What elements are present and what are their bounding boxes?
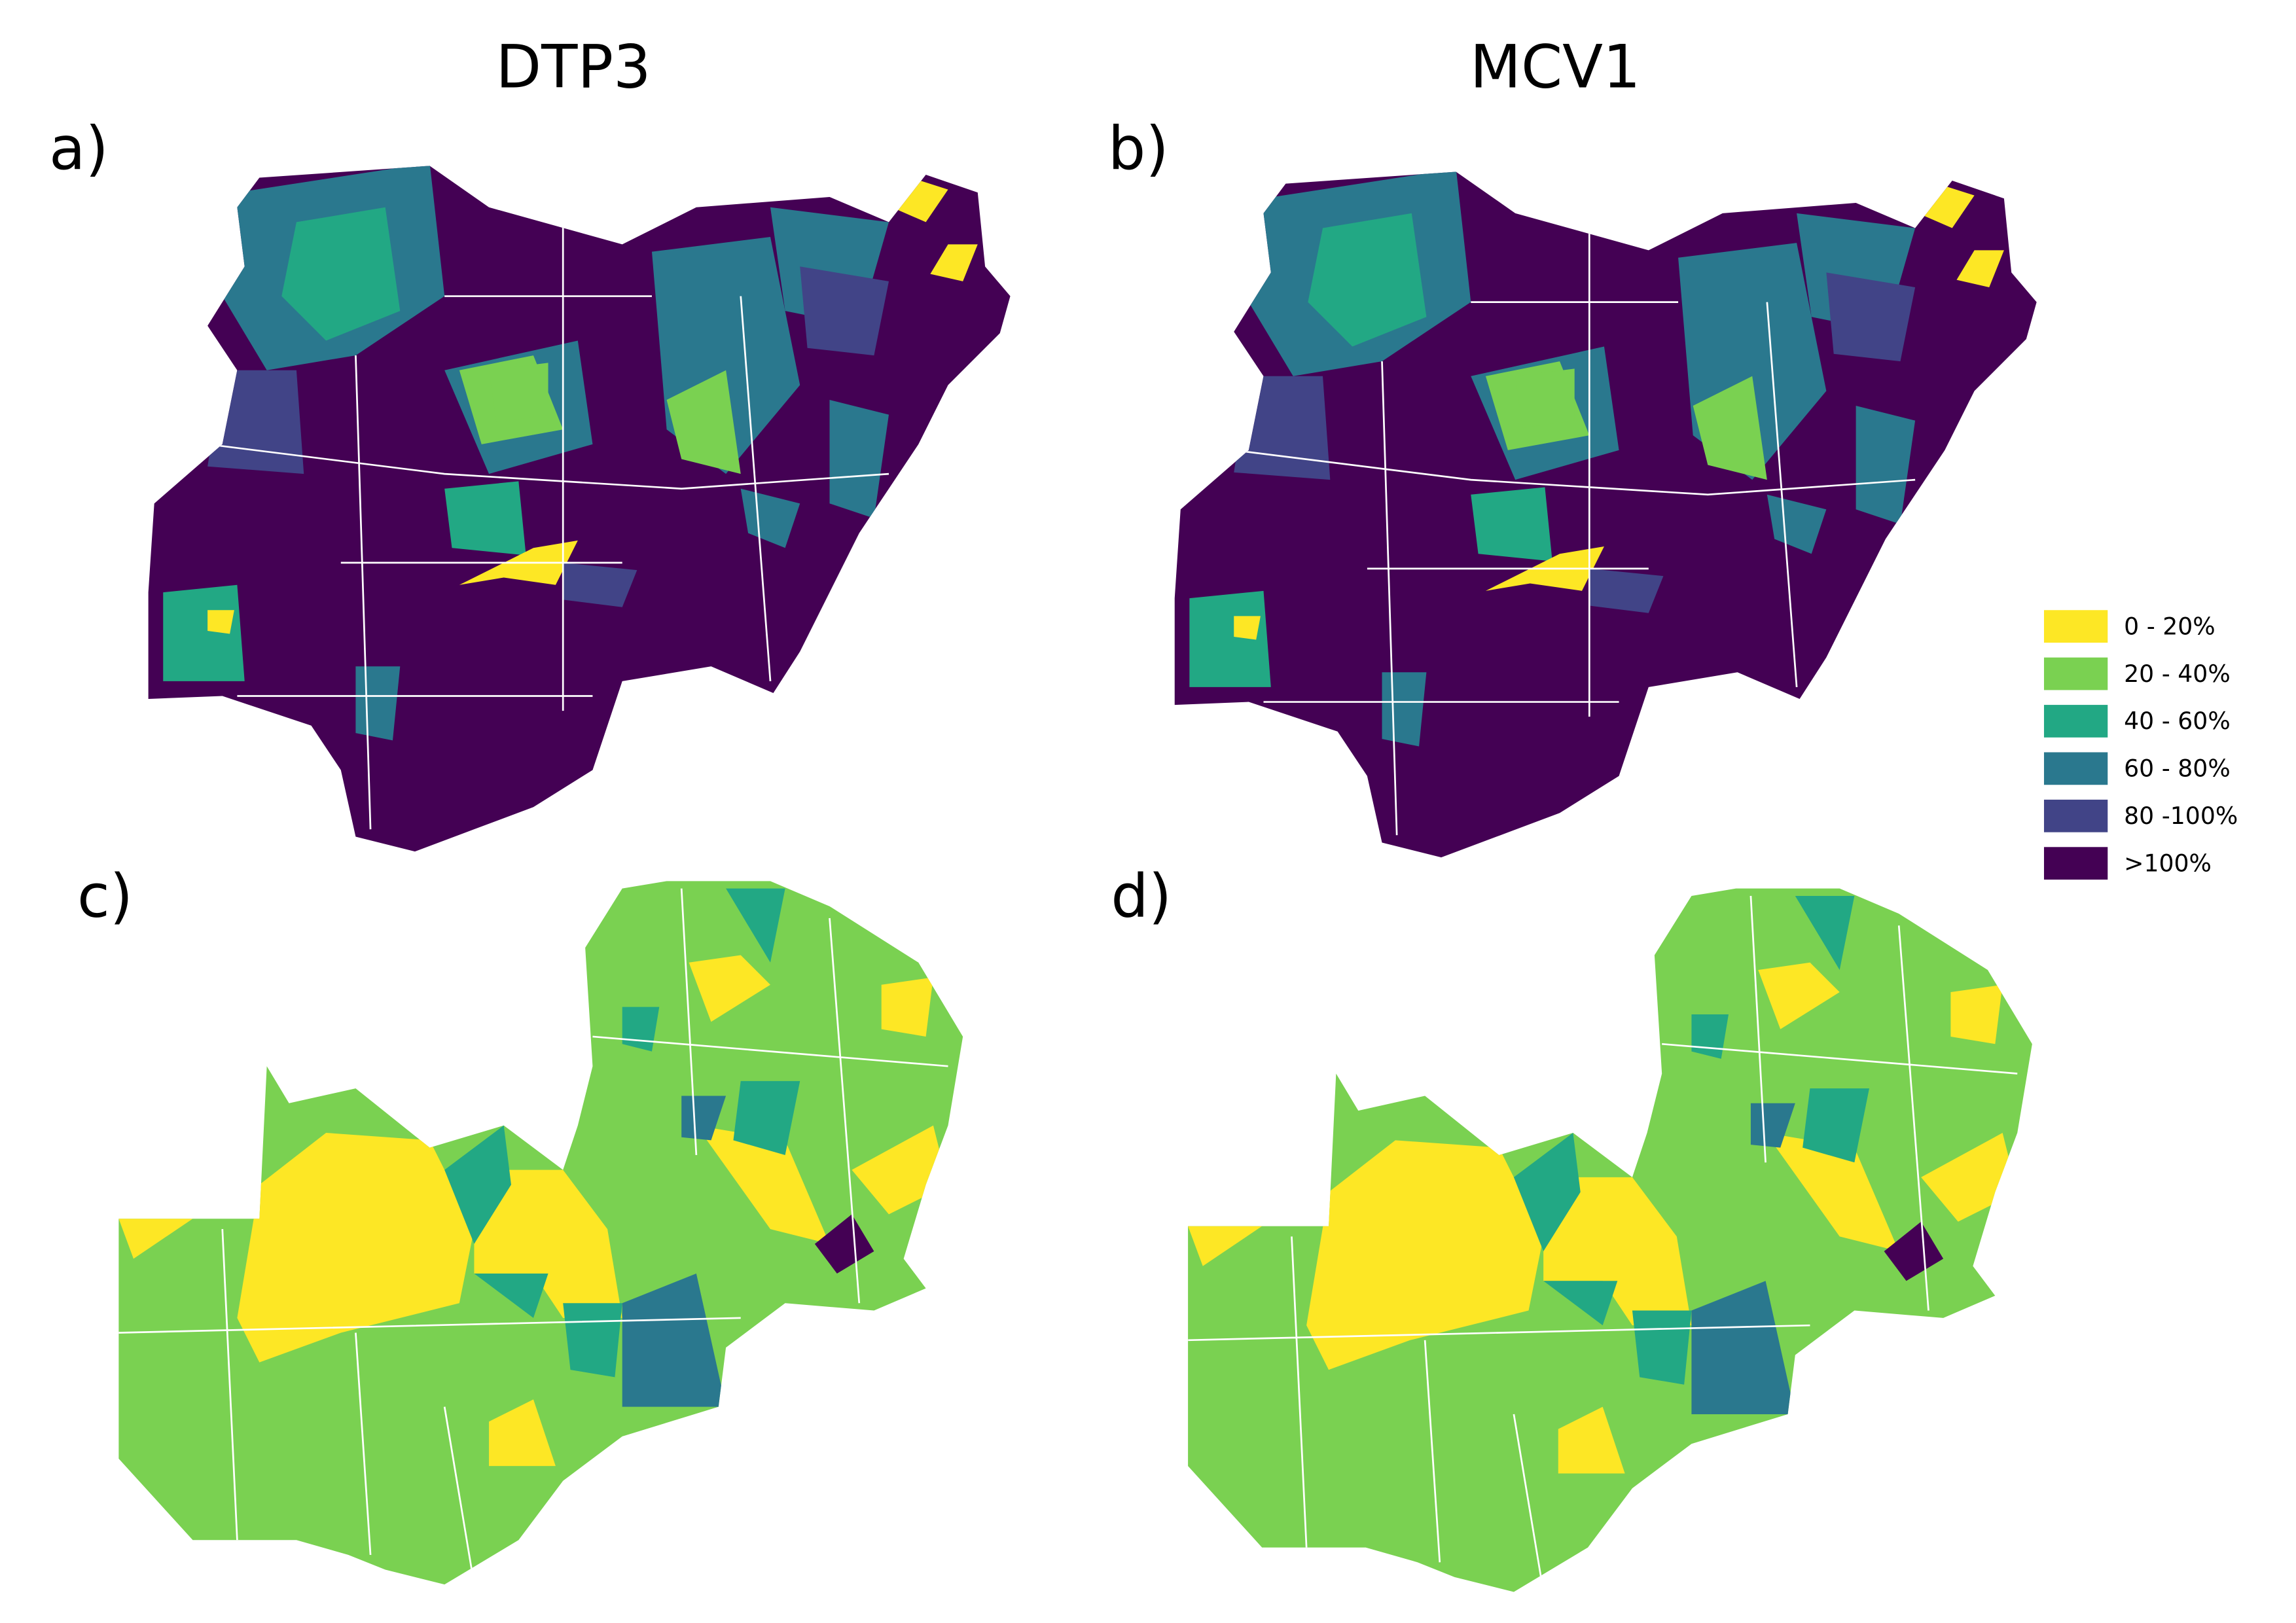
panel-label: b) [1108, 115, 1169, 183]
panel-title: DTP3 [495, 33, 651, 102]
panel-label: a) [49, 115, 109, 183]
map-zambia-mcv1 [1188, 889, 2032, 1592]
legend-label: 80 -100% [2124, 802, 2238, 830]
legend-swatch [2043, 705, 2108, 738]
legend-swatch [2043, 752, 2108, 785]
panel-label: c) [77, 863, 133, 931]
map-nigeria-mcv1 [1175, 169, 2037, 857]
legend-label: >100% [2124, 849, 2212, 877]
legend-swatch [2043, 799, 2108, 832]
panel-title: MCV1 [1470, 33, 1641, 102]
legend-label: 0 - 20% [2124, 612, 2215, 640]
legend: 0 - 20% 20 - 40% 40 - 60% 60 - 80% 80 -100% >… [2043, 610, 2238, 880]
panel-label: d) [1111, 863, 1172, 931]
legend-label: 60 - 80% [2124, 755, 2231, 783]
legend-label: 40 - 60% [2124, 707, 2231, 735]
legend-swatch [2043, 847, 2108, 880]
legend-label: 20 - 40% [2124, 660, 2231, 688]
map-nigeria-dtp3 [149, 163, 1011, 851]
legend-swatch [2043, 610, 2108, 643]
map-zambia-dtp3 [118, 881, 963, 1584]
legend-swatch [2043, 657, 2108, 690]
